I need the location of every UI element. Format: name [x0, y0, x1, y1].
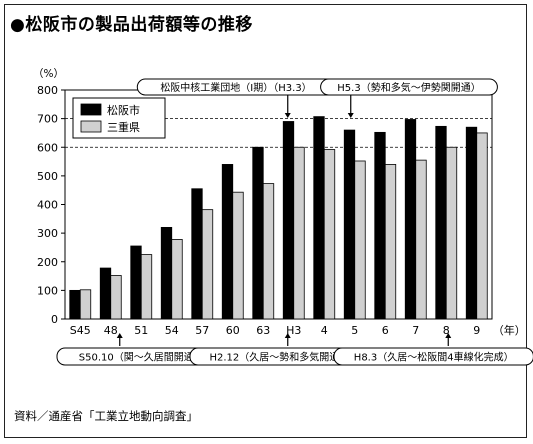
bar-matsusaka: [191, 188, 203, 320]
bar-mie: [354, 160, 366, 320]
annotation-label: S50.10（関〜久居間開通）: [79, 352, 204, 364]
x-tick-label: 7: [412, 324, 419, 337]
legend-label: 松阪市: [107, 103, 140, 117]
y-tick-label: 500: [37, 170, 58, 183]
figure-frame: [4, 4, 527, 438]
y-tick-label: 100: [37, 284, 58, 297]
bar-matsusaka: [282, 121, 295, 320]
bar-matsusaka: [465, 126, 478, 320]
annotation-arrowhead: [347, 113, 354, 118]
annotation-box: [333, 347, 533, 366]
x-tick-label: 51: [134, 324, 148, 337]
bar-matsusaka: [69, 289, 81, 320]
bar-mie: [79, 289, 92, 320]
bar-matsusaka: [313, 116, 325, 320]
bar-matsusaka: [404, 119, 417, 320]
bar-matsusaka: [130, 245, 142, 320]
bar-mie: [232, 191, 244, 320]
bar-mie: [262, 183, 275, 320]
bar-matsusaka: [160, 226, 173, 320]
x-tick-label: 57: [195, 324, 209, 337]
source-note: 資料／通産省「工業立地動向調査」: [14, 409, 198, 423]
x-tick-label: 6: [382, 324, 389, 337]
x-tick-label: 63: [256, 324, 270, 337]
bar-mie: [140, 254, 153, 320]
annotation-arrowhead: [284, 333, 291, 338]
bar-mie: [293, 146, 305, 320]
y-tick-label: 400: [37, 199, 58, 212]
y-tick-label: 300: [37, 227, 58, 240]
x-tick-label: 60: [226, 324, 240, 337]
bars: [69, 116, 488, 320]
bar-mie: [323, 149, 336, 320]
x-tick-label: 9: [473, 324, 480, 337]
x-axis-label: （年）: [493, 323, 526, 337]
bar-matsusaka: [252, 146, 264, 320]
x-tick-label: 54: [165, 324, 179, 337]
x-tick-label: 5: [351, 324, 358, 337]
bar-matsusaka: [99, 267, 112, 320]
annotation-label: H2.12（久居〜勢和多気開通）: [210, 351, 350, 364]
x-tick-label: H3: [286, 324, 301, 337]
y-axis-label: （%）: [33, 68, 64, 80]
annotation-label: 松阪中核工業団地（I期）（H3.3）: [160, 81, 311, 94]
bar-mie: [445, 146, 458, 320]
figure-title: ●松阪市の製品出荷額等の推移: [10, 15, 253, 35]
x-tick-label: 48: [104, 324, 118, 337]
bar-matsusaka: [221, 164, 234, 320]
x-tick-label: 4: [321, 324, 328, 337]
bar-mie: [110, 275, 122, 320]
bar-matsusaka: [343, 129, 356, 320]
annotation-box: [320, 78, 498, 96]
y-tick-label: 700: [37, 113, 58, 126]
annotation-label: H5.3（勢和多気〜伊勢関開通）: [337, 81, 480, 94]
bar-mie: [201, 209, 214, 320]
legend-swatch: [80, 103, 102, 116]
x-tick-label: S45: [70, 324, 91, 337]
bar-mie: [415, 159, 427, 320]
y-tick-label: 800: [37, 84, 58, 97]
y-tick-label: 600: [37, 141, 58, 154]
annotations: 松阪中核工業団地（I期）（H3.3） H5.3（勢和多気〜伊勢関開通） S50.10…: [56, 78, 533, 366]
bar-mie: [171, 239, 183, 320]
y-tick-label: 200: [37, 256, 58, 269]
bar-mie: [476, 132, 488, 320]
annotation-arrowhead: [116, 333, 123, 338]
legend-swatch: [80, 120, 102, 133]
annotation-arrowhead: [284, 113, 291, 118]
bar-mie: [384, 164, 397, 320]
bar-matsusaka: [374, 131, 386, 320]
bar-matsusaka: [435, 125, 447, 320]
x-tick-label: 8: [443, 324, 450, 337]
annotation-label: H8.3（久居〜松阪間4車線化完成）: [354, 351, 514, 364]
y-tick-label: 0: [51, 313, 58, 326]
legend-label: 三重県: [107, 120, 140, 134]
annotation-arrowhead: [445, 333, 452, 338]
